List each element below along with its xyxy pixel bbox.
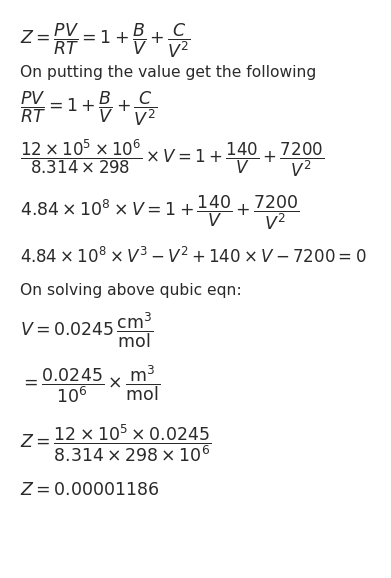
Text: $Z = \dfrac{PV}{RT} = 1 + \dfrac{B}{V} + \dfrac{C}{V^{2}}$: $Z = \dfrac{PV}{RT} = 1 + \dfrac{B}{V} +… xyxy=(20,22,190,61)
Text: $Z = 0.00001186$: $Z = 0.00001186$ xyxy=(20,481,159,499)
Text: $Z = \dfrac{12 \times 10^{5} \times 0.0245}{8.314 \times 298 \times 10^{6}}$: $Z = \dfrac{12 \times 10^{5} \times 0.02… xyxy=(20,422,211,464)
Text: $V = 0.0245\,\dfrac{\mathrm{cm}^{3}}{\mathrm{mol}}$: $V = 0.0245\,\dfrac{\mathrm{cm}^{3}}{\ma… xyxy=(20,311,153,350)
Text: $4.84 \times 10^{8} \times V^{3} - V^{2} + 140 \times V - 7200 = 0$: $4.84 \times 10^{8} \times V^{3} - V^{2}… xyxy=(20,247,366,267)
Text: $\dfrac{12 \times 10^{5} \times 10^{6}}{8.314 \times 298} \times V = 1 + \dfrac{: $\dfrac{12 \times 10^{5} \times 10^{6}}{… xyxy=(20,138,324,179)
Text: $\dfrac{PV}{RT} = 1 + \dfrac{B}{V} + \dfrac{C}{V^{2}}$: $\dfrac{PV}{RT} = 1 + \dfrac{B}{V} + \df… xyxy=(20,90,157,128)
Text: $4.84 \times 10^{8} \times V = 1 + \dfrac{140}{V} + \dfrac{7200}{V^{2}}$: $4.84 \times 10^{8} \times V = 1 + \dfra… xyxy=(20,194,300,232)
Text: On putting the value get the following: On putting the value get the following xyxy=(20,65,316,80)
Text: On solving above qubic eqn:: On solving above qubic eqn: xyxy=(20,283,241,298)
Text: $= \dfrac{0.0245}{10^{6}} \times \dfrac{\mathrm{m}^{3}}{\mathrm{mol}}$: $= \dfrac{0.0245}{10^{6}} \times \dfrac{… xyxy=(20,363,160,405)
